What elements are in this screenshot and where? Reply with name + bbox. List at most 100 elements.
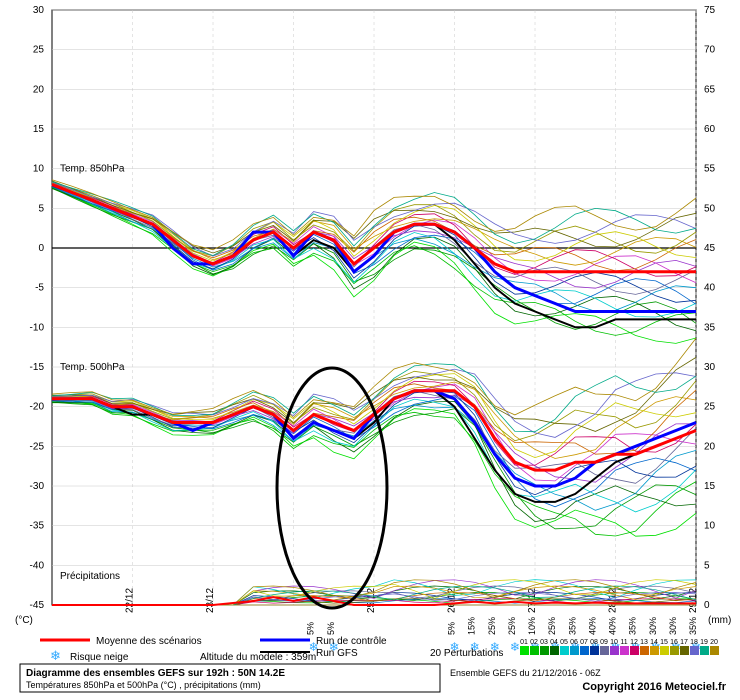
perturb-swatch bbox=[650, 646, 659, 655]
svg-text:-10: -10 bbox=[30, 322, 45, 333]
svg-text:-30: -30 bbox=[30, 481, 45, 492]
legend-gfs: Run GFS bbox=[316, 648, 358, 659]
perturb-swatch bbox=[690, 646, 699, 655]
svg-text:40: 40 bbox=[704, 283, 716, 294]
ensemble-chart: -45 0 -40 5 -35 10 -30 15 -25 20 -20 25 -15 30 -10 35 -5… bbox=[0, 0, 740, 700]
svg-text:10: 10 bbox=[704, 521, 716, 532]
svg-text:60: 60 bbox=[704, 124, 716, 135]
svg-text:12: 12 bbox=[630, 639, 638, 646]
perturb-swatch bbox=[600, 646, 609, 655]
perturb-swatch bbox=[680, 646, 689, 655]
svg-text:15: 15 bbox=[33, 124, 45, 135]
svg-text:5: 5 bbox=[704, 560, 710, 571]
svg-text:-45: -45 bbox=[30, 600, 45, 611]
snow-pct: 10% bbox=[527, 617, 537, 635]
footer-run: Ensemble GEFS du 21/12/2016 - 06Z bbox=[450, 668, 601, 678]
svg-text:-5: -5 bbox=[35, 283, 44, 294]
perturb-swatch bbox=[580, 646, 589, 655]
svg-text:19: 19 bbox=[700, 639, 708, 646]
svg-text:75: 75 bbox=[704, 5, 716, 16]
snow-pct: 5% bbox=[326, 622, 336, 635]
svg-text:0: 0 bbox=[38, 243, 44, 254]
svg-text:13: 13 bbox=[640, 639, 648, 646]
perturb-swatch bbox=[590, 646, 599, 655]
perturb-swatch bbox=[540, 646, 549, 655]
svg-text:35: 35 bbox=[704, 322, 716, 333]
svg-text:10: 10 bbox=[33, 164, 45, 175]
svg-text:-20: -20 bbox=[30, 402, 45, 413]
svg-text:11: 11 bbox=[620, 639, 627, 646]
legend-ctrl: Run de contrôle bbox=[316, 636, 387, 647]
legend-perturb: 20 Perturbations bbox=[430, 648, 503, 659]
svg-text:07: 07 bbox=[580, 639, 588, 646]
svg-text:55: 55 bbox=[704, 164, 716, 175]
svg-text:10: 10 bbox=[610, 639, 618, 646]
svg-text:16: 16 bbox=[670, 639, 678, 646]
svg-text:23/12: 23/12 bbox=[205, 588, 216, 613]
perturb-swatch bbox=[550, 646, 559, 655]
svg-text:45: 45 bbox=[704, 243, 716, 254]
perturb-swatch bbox=[640, 646, 649, 655]
snow-pct: 5% bbox=[447, 622, 457, 635]
copyright: Copyright 2016 Meteociel.fr bbox=[582, 681, 726, 693]
legend-altitude: Altitude du modele : 359m bbox=[200, 652, 316, 663]
footer-title: Diagramme des ensembles GEFS sur 192h : … bbox=[26, 668, 285, 679]
svg-text:30: 30 bbox=[33, 5, 45, 16]
svg-text:65: 65 bbox=[704, 84, 716, 95]
perturb-swatch bbox=[700, 646, 709, 655]
perturb-swatch bbox=[620, 646, 629, 655]
svg-text:15: 15 bbox=[660, 639, 668, 646]
legend-mean: Moyenne des scénarios bbox=[96, 636, 202, 647]
svg-text:03: 03 bbox=[540, 639, 548, 646]
footer-subtitle: Températures 850hPa et 500hPa (°C) , pré… bbox=[26, 680, 261, 690]
snow-pct: 30% bbox=[668, 617, 678, 635]
perturb-swatch bbox=[610, 646, 619, 655]
snow-pct: 25% bbox=[547, 617, 557, 635]
left-unit: (°C) bbox=[15, 615, 33, 626]
svg-text:-25: -25 bbox=[30, 441, 45, 452]
svg-text:70: 70 bbox=[704, 45, 716, 56]
svg-text:20: 20 bbox=[33, 84, 45, 95]
svg-text:5: 5 bbox=[38, 203, 44, 214]
svg-text:17: 17 bbox=[680, 639, 688, 646]
snow-pct: 15% bbox=[467, 617, 477, 635]
perturb-swatch bbox=[710, 646, 719, 655]
svg-text:-35: -35 bbox=[30, 521, 45, 532]
svg-text:06: 06 bbox=[570, 639, 578, 646]
perturb-swatch bbox=[630, 646, 639, 655]
svg-text:18: 18 bbox=[690, 639, 698, 646]
label-precip: Précipitations bbox=[60, 571, 120, 582]
perturb-swatch bbox=[570, 646, 579, 655]
snow-pct: 35% bbox=[628, 617, 638, 635]
svg-text:01: 01 bbox=[520, 639, 528, 646]
svg-text:08: 08 bbox=[590, 639, 598, 646]
perturb-swatch bbox=[670, 646, 679, 655]
snow-pct: 40% bbox=[587, 617, 597, 635]
snow-pct: 25% bbox=[487, 617, 497, 635]
svg-text:14: 14 bbox=[650, 639, 658, 646]
svg-text:-15: -15 bbox=[30, 362, 45, 373]
snow-pct: 35% bbox=[688, 617, 698, 635]
perturb-swatch bbox=[560, 646, 569, 655]
svg-text:04: 04 bbox=[550, 639, 558, 646]
svg-text:50: 50 bbox=[704, 203, 716, 214]
perturb-swatch bbox=[660, 646, 669, 655]
snow-pct: 5% bbox=[306, 622, 316, 635]
svg-text:09: 09 bbox=[600, 639, 608, 646]
legend-snow: Risque neige bbox=[70, 652, 129, 663]
snow-pct: 30% bbox=[648, 617, 658, 635]
svg-text:25: 25 bbox=[33, 45, 45, 56]
right-unit: (mm) bbox=[708, 615, 731, 626]
svg-text:25: 25 bbox=[704, 402, 716, 413]
snow-pct: 35% bbox=[567, 617, 577, 635]
svg-text:02: 02 bbox=[530, 639, 538, 646]
svg-text:30: 30 bbox=[704, 362, 716, 373]
svg-text:-40: -40 bbox=[30, 560, 45, 571]
label-t850: Temp. 850hPa bbox=[60, 164, 125, 175]
perturb-swatch bbox=[520, 646, 529, 655]
svg-text:05: 05 bbox=[560, 639, 568, 646]
svg-text:22/12: 22/12 bbox=[125, 588, 136, 613]
snow-pct: 25% bbox=[507, 617, 517, 635]
label-t500: Temp. 500hPa bbox=[60, 362, 125, 373]
svg-text:20: 20 bbox=[704, 441, 716, 452]
